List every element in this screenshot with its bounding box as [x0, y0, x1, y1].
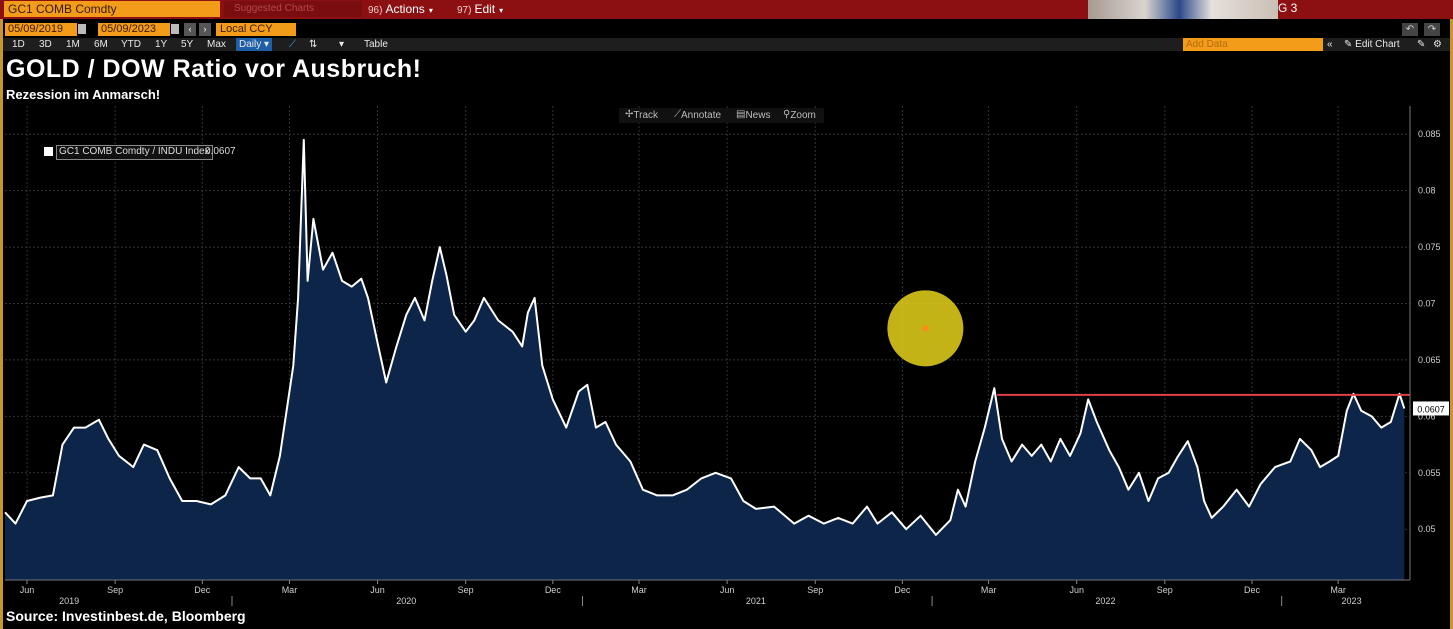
chart-tools: ✢ Track ⟋ Annotate ▤ News ⚲ Zoom — [619, 108, 824, 123]
x-year-label: 2021 — [746, 596, 766, 606]
track-tool[interactable]: ✢ Track — [625, 109, 659, 121]
actions-menu-number: 96) — [368, 5, 383, 16]
x-year-label: 2023 — [1342, 596, 1362, 606]
x-tick-label: Mar — [631, 585, 647, 595]
source-note: Source: Investinbest.de, Bloomberg — [6, 608, 246, 624]
actions-menu-label: Actions — [385, 2, 425, 16]
legend-series-name: GC1 COMB Comdty / INDU Index — [56, 145, 213, 160]
range-1m[interactable]: 1M — [66, 39, 80, 50]
page-subtitle: Rezession im Anmarsch! — [6, 87, 161, 102]
zoom-tool[interactable]: ⚲ Zoom — [783, 109, 816, 121]
range-1d[interactable]: 1D — [12, 39, 25, 50]
last-value-label: 0.0607 — [1417, 404, 1445, 414]
y-tick-label: 0.075 — [1418, 242, 1441, 252]
y-tick-label: 0.06 — [1418, 411, 1436, 421]
add-data-field[interactable]: Add Data — [1183, 38, 1323, 51]
x-year-label: 2019 — [59, 596, 79, 606]
chevron-left-icon[interactable]: ‹ — [184, 23, 196, 36]
zoom-label: Zoom — [790, 110, 816, 121]
legend-swatch — [44, 147, 53, 156]
range-5y[interactable]: 5Y — [181, 39, 194, 50]
x-tick-label: Jun — [720, 585, 735, 595]
track-label: Track — [633, 110, 659, 121]
suggested-charts-button[interactable]: Suggested Charts — [224, 1, 362, 17]
x-tick-label: Dec — [194, 585, 211, 595]
highlight-marker — [887, 290, 964, 367]
x-year-label: 2022 — [1095, 596, 1115, 606]
y-tick-label: 0.05 — [1418, 524, 1436, 534]
actions-menu[interactable]: 96) Actions ▾ — [368, 1, 433, 17]
bar-type-icon[interactable]: ⇅ — [309, 39, 318, 50]
x-year-label: 2020 — [396, 596, 416, 606]
x-axis: Jun Sep Dec Mar Jun Sep Dec Mar Jun Sep Dec Mar Jun S… — [5, 579, 1410, 606]
x-tick-label: Sep — [107, 585, 123, 595]
x-tick-label: Mar — [282, 585, 298, 595]
edit-chart-label: Edit Chart — [1355, 39, 1400, 50]
pencil-icon[interactable]: ✎ — [1417, 39, 1426, 50]
y-tick-label: 0.055 — [1418, 468, 1441, 478]
table-button[interactable]: Table — [364, 39, 388, 50]
x-tick-label: Jun — [20, 585, 35, 595]
line-chart-icon[interactable]: ⟋ — [289, 39, 296, 50]
annotate-tool[interactable]: ⟋ Annotate — [674, 109, 722, 121]
gear-icon[interactable]: ⚙ — [1433, 39, 1442, 50]
annotate-label: Annotate — [681, 110, 722, 121]
edit-menu-number: 97) — [457, 5, 472, 16]
news-tool[interactable]: ▤ News — [736, 109, 771, 121]
x-tick-label: Dec — [545, 585, 562, 595]
command-bar: GC1 COMB Comdty Suggested Charts 96) Acti… — [0, 0, 1453, 19]
range-max[interactable]: Max — [207, 39, 226, 50]
y-axis: 0.05 0.055 0.06 0.065 0.07 0.075 0.08 0.085 — [1409, 106, 1441, 580]
frequency-select[interactable]: Daily ▾ — [236, 38, 273, 51]
end-date-field[interactable]: 05/09/2023 — [98, 23, 170, 36]
range-ytd[interactable]: YTD — [121, 39, 141, 50]
last-value-box — [1413, 401, 1449, 416]
edit-menu[interactable]: 97) Edit ▾ — [457, 1, 503, 17]
redo-icon[interactable]: ↷ — [1424, 23, 1440, 36]
y-tick-label: 0.07 — [1418, 299, 1436, 309]
edit-chart-button[interactable]: ✎ Edit Chart — [1344, 39, 1400, 50]
y-tick-label: 0.08 — [1418, 186, 1436, 196]
y-tick-label: 0.085 — [1418, 129, 1441, 139]
date-range-bar: 05/09/2019 05/09/2023 ‹ › Local CCY ↶ ↷ — [3, 22, 1450, 38]
legend-series-value: 0.0607 — [205, 146, 236, 157]
calendar-icon[interactable] — [171, 24, 179, 34]
webcam-overlay — [1088, 0, 1278, 19]
series-line[interactable] — [4, 138, 1406, 536]
chevron-down-icon: ▾ — [499, 6, 504, 15]
currency-select[interactable]: Local CCY — [216, 23, 296, 36]
x-tick-label: Sep — [458, 585, 474, 595]
range-toolbar: 1D 3D 1M 6M YTD 1Y 5Y Max Daily ▾ ⟋ ⇅ ▾ … — [3, 38, 1450, 51]
range-3d[interactable]: 3D — [39, 39, 52, 50]
series-area — [5, 139, 1405, 580]
y-tick-label: 0.065 — [1418, 355, 1441, 365]
x-tick-label: Jun — [370, 585, 385, 595]
x-tick-label: Mar — [981, 585, 997, 595]
start-date-field[interactable]: 05/09/2019 — [5, 23, 77, 36]
highlight-dot — [922, 325, 929, 332]
x-tick-label: Jun — [1069, 585, 1084, 595]
chevron-down-icon[interactable]: ▾ — [339, 39, 345, 50]
chevron-down-icon: ▾ — [428, 6, 433, 15]
x-tick-label: Mar — [1330, 585, 1346, 595]
last-value-tag: 0.0607 — [1413, 401, 1449, 416]
collapse-icon[interactable]: « — [1327, 39, 1333, 50]
edit-menu-label: Edit — [474, 2, 496, 16]
frequency-label: Daily — [239, 39, 262, 50]
x-tick-label: Sep — [1157, 585, 1173, 595]
x-tick-label: Sep — [807, 585, 823, 595]
ticker-field[interactable]: GC1 COMB Comdty — [4, 1, 220, 17]
function-code: G 3 — [1278, 1, 1298, 15]
range-6m[interactable]: 6M — [94, 39, 108, 50]
news-label: News — [745, 110, 771, 121]
chevron-right-icon[interactable]: › — [199, 23, 211, 36]
x-tick-label: Dec — [894, 585, 911, 595]
page-title: GOLD / DOW Ratio vor Ausbruch! — [6, 55, 422, 83]
calendar-icon[interactable] — [78, 24, 86, 34]
range-1y[interactable]: 1Y — [155, 39, 168, 50]
undo-icon[interactable]: ↶ — [1402, 23, 1418, 36]
x-tick-label: Dec — [1244, 585, 1261, 595]
